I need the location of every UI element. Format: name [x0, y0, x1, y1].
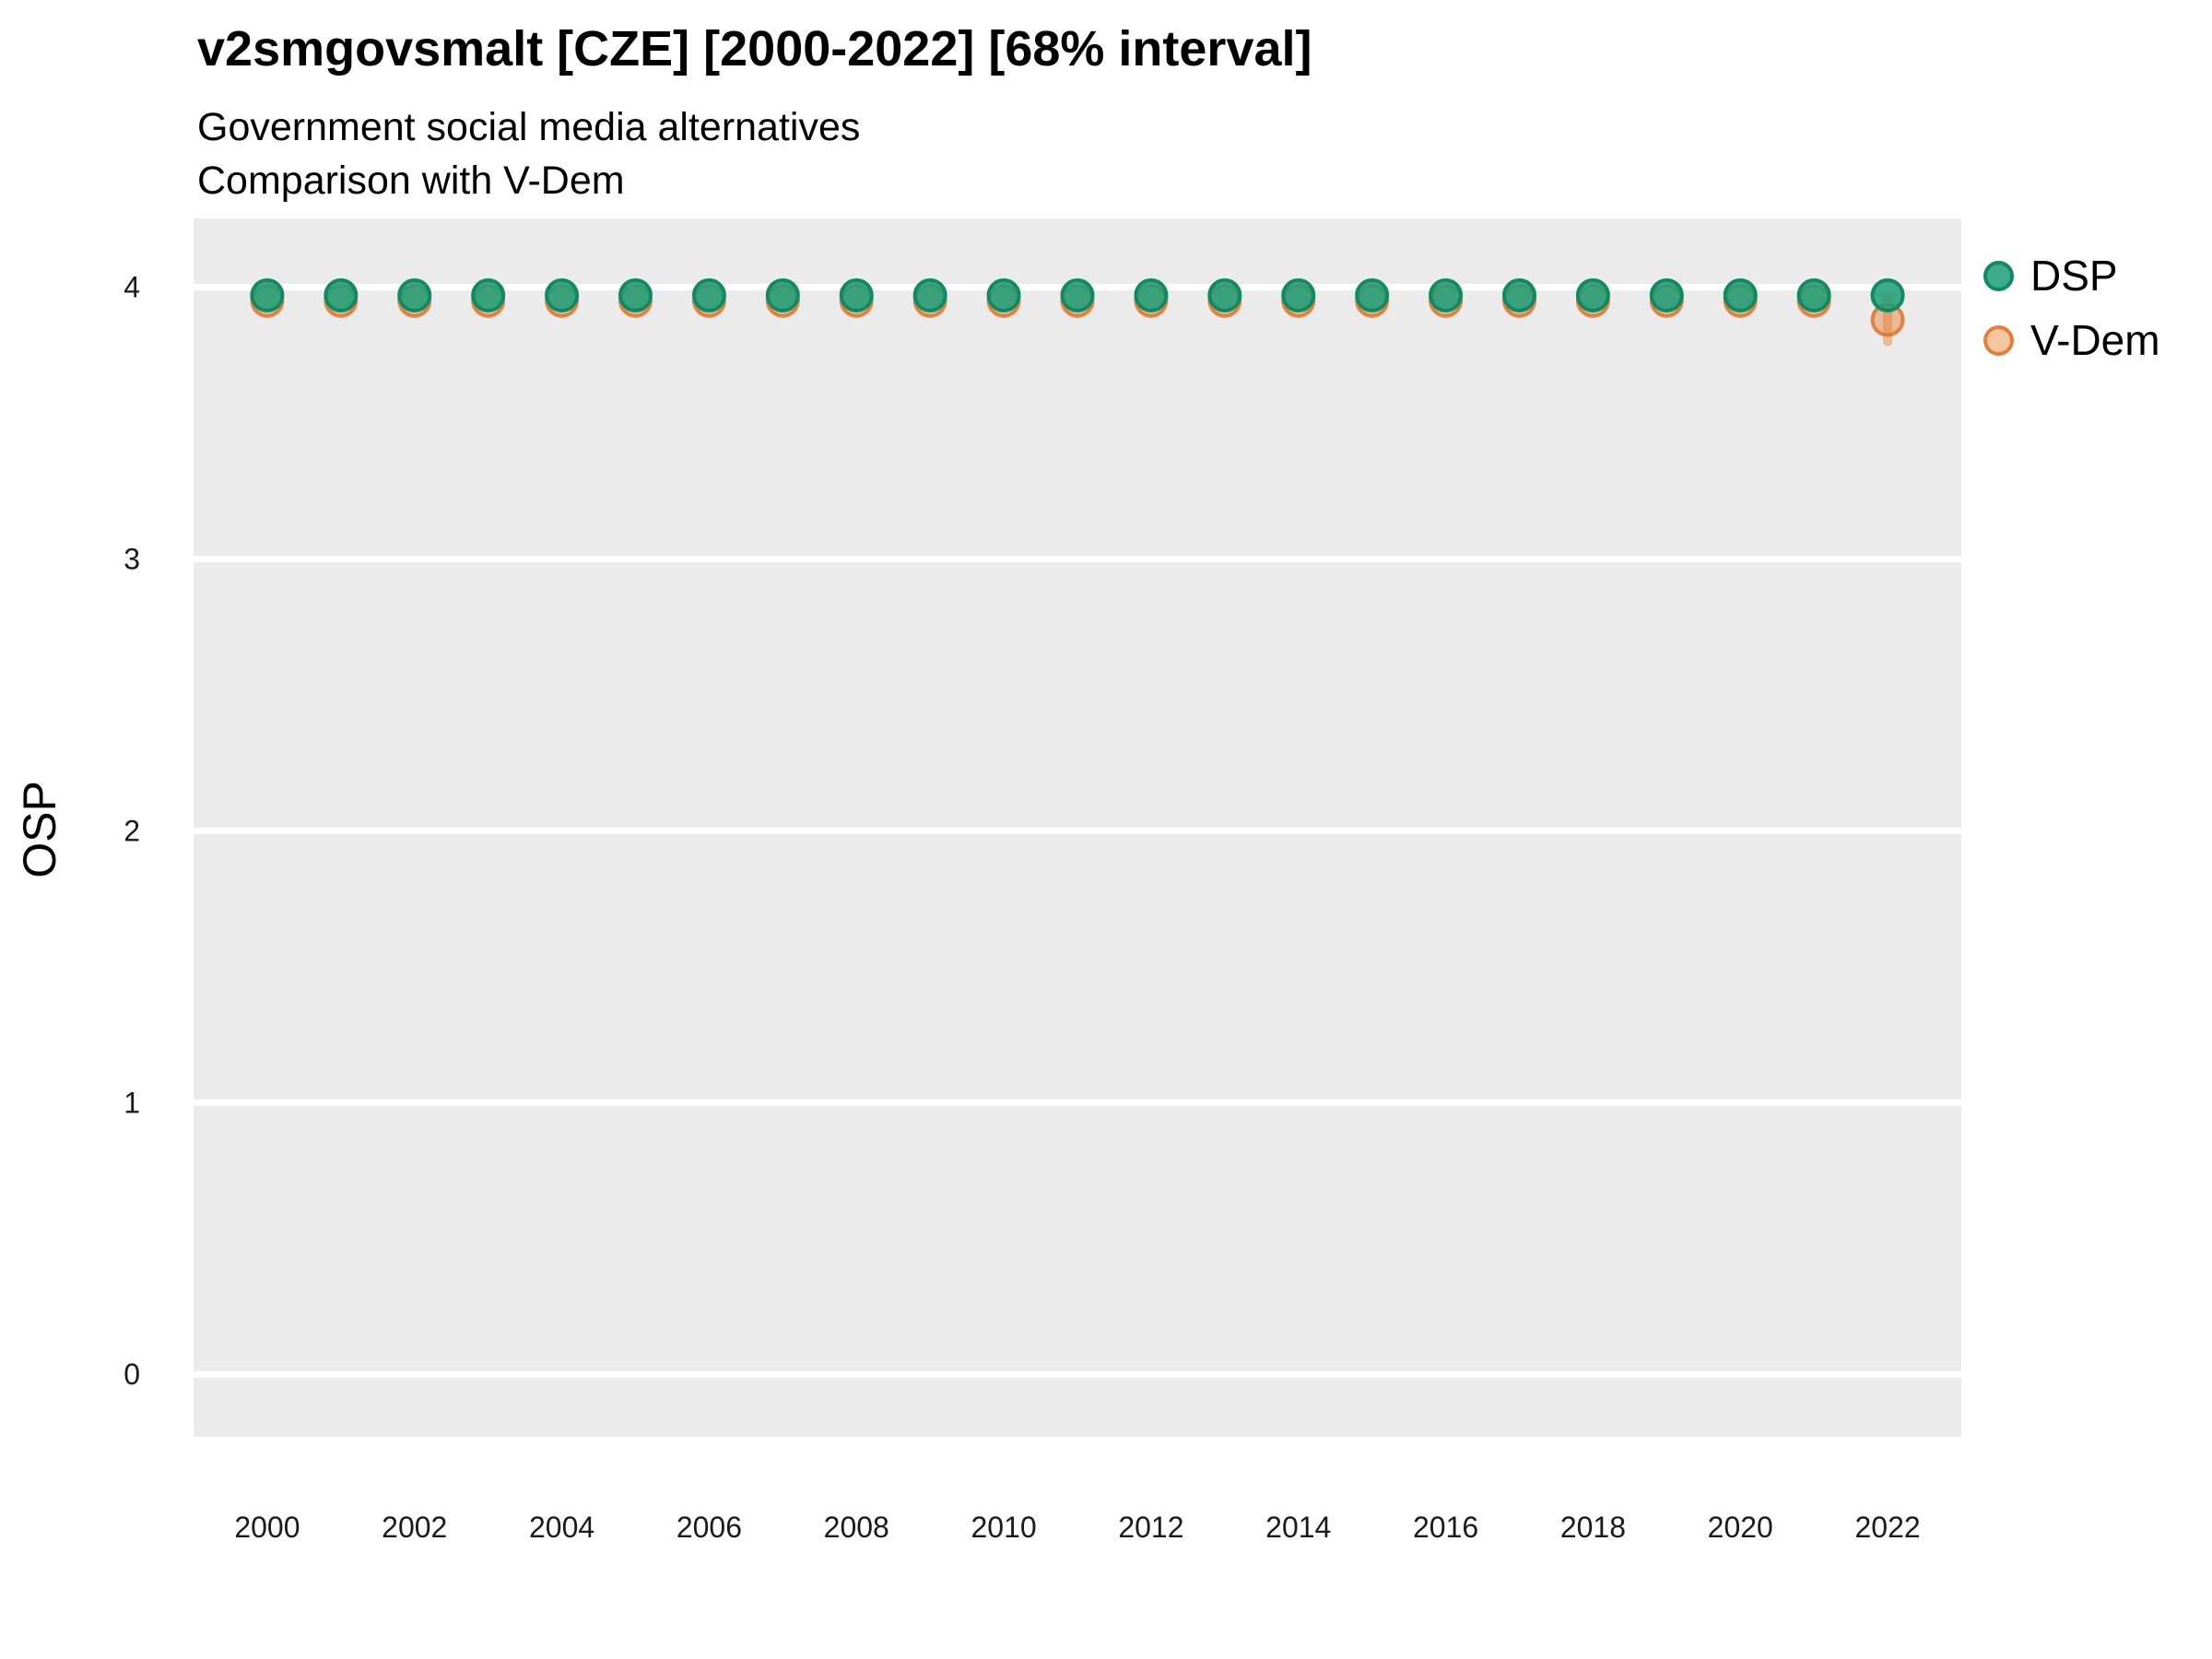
legend: DSP V-Dem: [1983, 251, 2160, 365]
data-point-dsp-2014: [1281, 277, 1316, 312]
x-tick-label-2008: 2008: [824, 1511, 889, 1544]
data-point-dsp-2015: [1355, 277, 1390, 312]
legend-item-vdem: V-Dem: [1983, 315, 2160, 365]
y-tick-label-4: 4: [124, 271, 140, 304]
y-tick-label-0: 0: [124, 1358, 140, 1391]
x-tick-label-2018: 2018: [1560, 1511, 1626, 1544]
data-point-dsp-2011: [1060, 277, 1095, 312]
legend-label-vdem: V-Dem: [2030, 316, 2160, 364]
data-point-dsp-2017: [1502, 277, 1536, 312]
data-point-dsp-2010: [986, 277, 1021, 312]
data-point-dsp-2020: [1723, 277, 1758, 312]
data-point-dsp-2013: [1207, 277, 1242, 312]
data-point-dsp-2022: [1870, 277, 1905, 312]
x-tick-label-2000: 2000: [234, 1511, 300, 1544]
data-point-dsp-2002: [397, 277, 432, 312]
y-axis-title: OSP: [14, 781, 65, 878]
chart-subtitle-1: Government social media alternatives: [197, 105, 861, 149]
x-tick-label-2020: 2020: [1708, 1511, 1773, 1544]
data-point-dsp-2000: [250, 277, 285, 312]
x-tick-label-2012: 2012: [1118, 1511, 1183, 1544]
legend-label-dsp: DSP: [2030, 252, 2118, 300]
data-point-dsp-2003: [471, 277, 506, 312]
data-point-dsp-2018: [1575, 277, 1610, 312]
data-point-dsp-2006: [691, 277, 726, 312]
y-tick-label-2: 2: [124, 814, 140, 847]
data-point-dsp-2008: [839, 277, 874, 312]
x-tick-label-2014: 2014: [1265, 1511, 1331, 1544]
data-point-dsp-2007: [765, 277, 800, 312]
y-tick-label-3: 3: [124, 542, 140, 575]
data-point-dsp-2004: [545, 277, 580, 312]
data-point-dsp-2012: [1134, 277, 1169, 312]
x-tick-label-2002: 2002: [382, 1511, 447, 1544]
chart-subtitle-2: Comparison with V-Dem: [197, 159, 625, 203]
data-point-dsp-2019: [1649, 277, 1684, 312]
x-tick-label-2006: 2006: [677, 1511, 742, 1544]
chart-title: v2smgovsmalt [CZE] [2000-2022] [68% inte…: [197, 21, 1312, 76]
x-tick-label-2022: 2022: [1854, 1511, 1920, 1544]
data-point-dsp-2001: [324, 277, 359, 312]
x-tick-label-2004: 2004: [529, 1511, 594, 1544]
legend-item-dsp: DSP: [1983, 251, 2160, 300]
y-tick-label-1: 1: [124, 1086, 140, 1119]
data-point-dsp-2005: [618, 277, 653, 312]
data-point-dsp-2009: [912, 277, 947, 312]
dsp-marker-icon: [1983, 260, 2014, 291]
x-tick-label-2016: 2016: [1413, 1511, 1478, 1544]
data-point-dsp-2021: [1796, 277, 1831, 312]
data-point-dsp-2016: [1429, 277, 1464, 312]
vdem-marker-icon: [1983, 324, 2014, 356]
x-tick-label-2010: 2010: [971, 1511, 1036, 1544]
